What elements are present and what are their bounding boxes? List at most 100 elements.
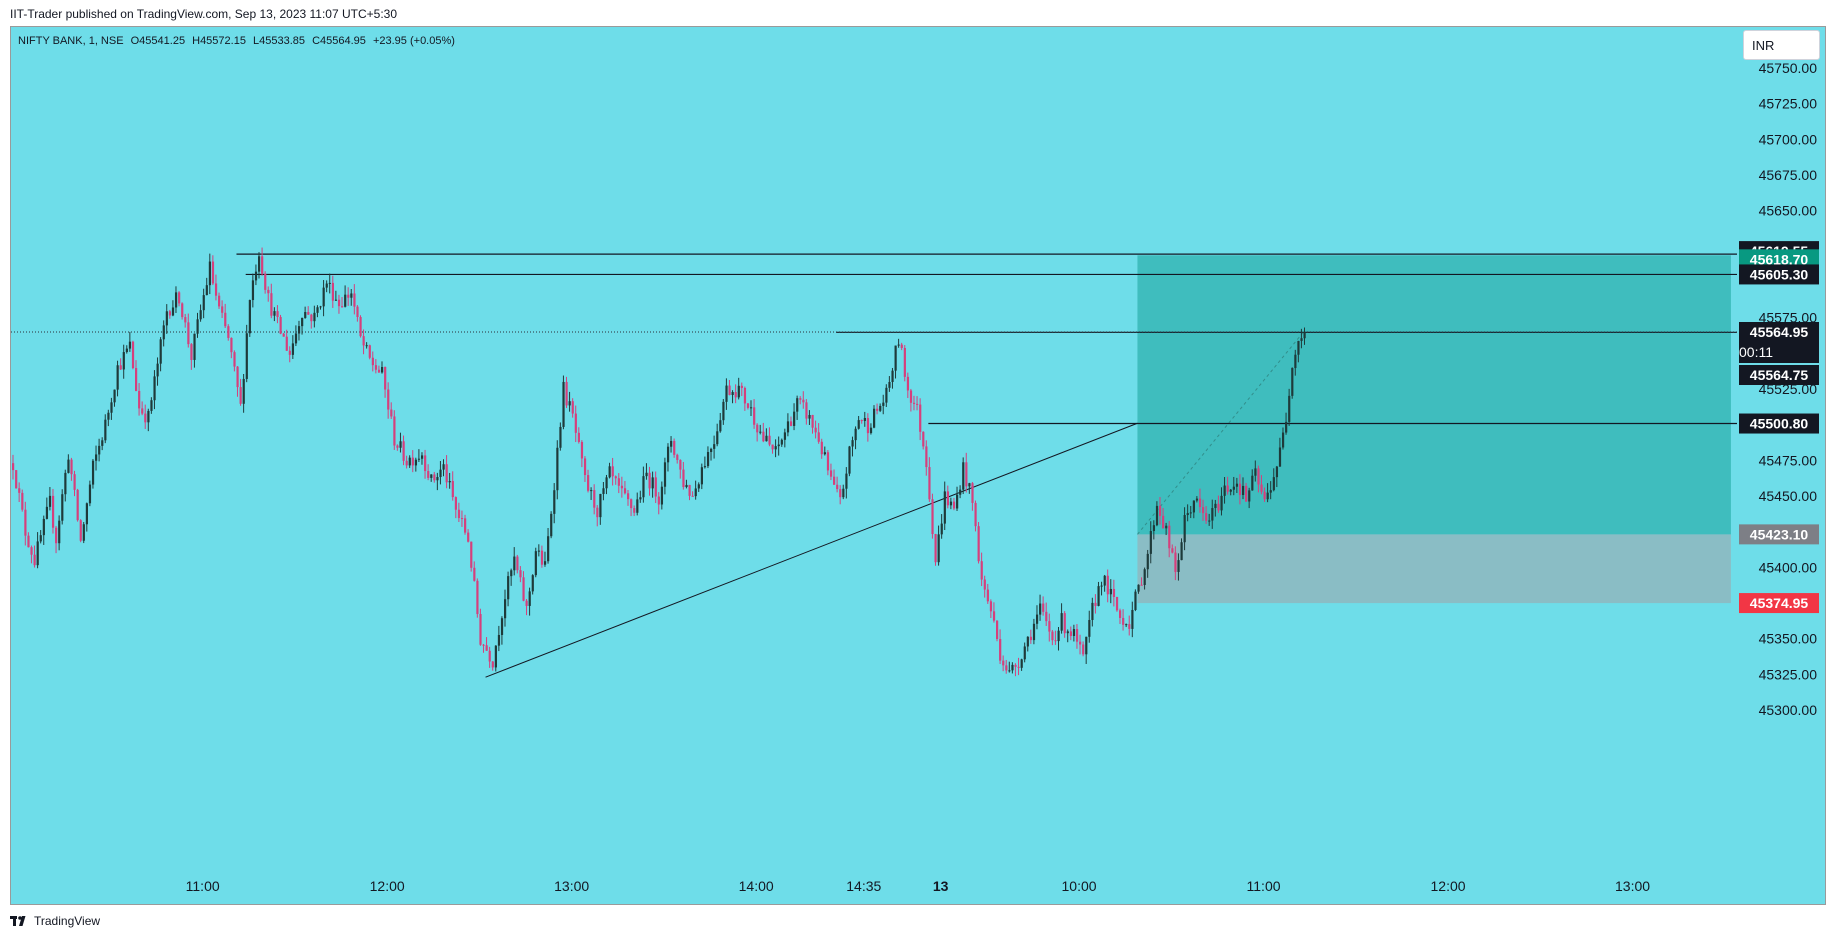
candles [12,247,1306,677]
candle-body [956,494,959,509]
candle-body [623,488,627,494]
candle-body [1195,498,1199,501]
candle-body [1174,552,1177,572]
candle-body [759,431,762,433]
candle-body [553,490,556,514]
candle-body [854,428,857,441]
candle-body [1017,666,1020,668]
candle-body [983,579,986,590]
candle-body [1094,602,1097,606]
candle-body [562,381,565,427]
candle-body [565,381,568,406]
candle-body [666,446,670,463]
candle-body [159,339,162,364]
candle-body [387,389,390,410]
candle-body [58,520,61,544]
candle-body [940,523,943,535]
candle-body [1042,603,1045,612]
candle-body [156,363,159,377]
candle-body [1217,503,1220,511]
time-axis[interactable] [11,876,1738,904]
candle-body [1039,603,1042,615]
candle-body [70,459,73,475]
candle-body [285,336,288,351]
candle-body [307,311,310,315]
candle-body [823,452,826,455]
legend-symbol[interactable]: NIFTY BANK, 1, NSE [18,35,124,47]
candle-body [341,306,344,308]
last-price-label: 45564.95 [1750,324,1809,340]
candle-body [337,299,341,307]
candle-body [574,413,577,433]
candle-body [866,418,870,434]
candle-body [1205,513,1208,521]
candle-body [214,283,218,296]
publish-info: IIT-Trader published on TradingView.com,… [10,7,398,21]
currency-button[interactable]: INR [1743,30,1820,60]
candle-body [1171,548,1174,553]
candle-body [750,407,753,409]
candle-body [633,508,636,513]
candle-body [153,376,156,401]
candle-body [116,365,119,390]
candle-body [943,491,946,524]
candle-body [325,283,328,288]
candle-body [590,490,593,492]
candle-body [1180,542,1183,561]
candle-body [396,445,399,448]
candle-body [313,312,316,322]
candle-body [202,295,205,311]
candle-body [602,488,605,494]
candle-body [789,421,793,426]
candle-body [513,556,516,571]
candle-body [162,325,165,340]
candle-body [245,333,248,379]
candle-body [165,311,168,326]
candle-body [703,466,707,468]
candle-body [882,402,885,406]
candle-body [430,474,433,478]
candle-body [457,509,461,519]
legend-close: C45564.95 [312,35,366,47]
candle-body [593,490,596,508]
price-tag [1739,593,1819,614]
candle-body [768,435,771,445]
candle-body [577,432,580,442]
candle-body [110,402,113,413]
candle-body [196,319,199,334]
candle-body [1054,640,1057,642]
candle-body [319,306,322,308]
candle-body [894,345,897,371]
candle-body [519,570,522,578]
candle-body [417,458,421,460]
footer-brand[interactable]: TradingView [34,914,101,928]
candle-body [734,392,737,398]
last-price-tag [1739,322,1819,364]
candle-body [371,357,374,366]
candle-body [433,474,436,481]
candle-body [534,551,537,576]
candle-body [999,639,1002,661]
candle-body [700,467,703,485]
candle-body [500,618,504,635]
candle-body [301,317,304,327]
candle-body [174,292,178,308]
price-axis[interactable] [1738,27,1825,904]
candle-body [1285,421,1288,433]
candle-body [765,435,768,442]
candle-body [679,459,682,470]
candle-body [912,402,916,404]
candle-body [12,463,15,471]
candle-body [568,401,571,406]
candle-body [131,341,135,369]
candle-body [596,507,599,518]
candle-body [777,444,780,447]
candle-body [528,591,531,606]
candle-body [1226,485,1229,492]
candle-body [414,459,418,466]
candle-body [599,493,602,518]
candle-body [1208,520,1211,522]
candle-body [1029,636,1033,641]
candle-body [1005,665,1008,671]
